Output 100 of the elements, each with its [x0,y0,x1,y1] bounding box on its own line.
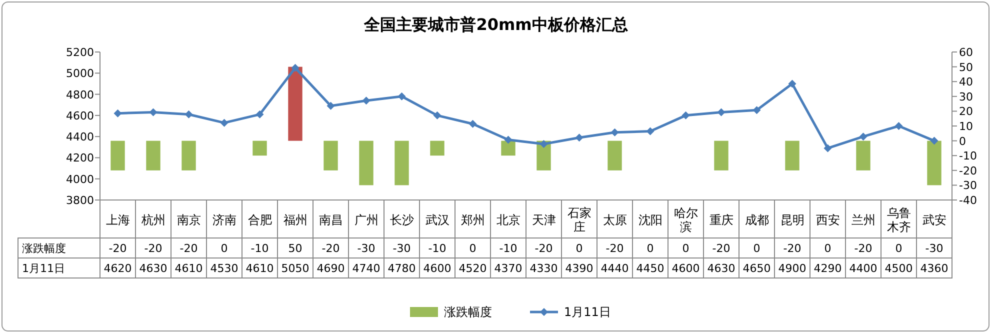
data-label: 4520 [458,262,487,275]
point [184,110,193,118]
point [398,92,406,100]
data-label: 0 [895,242,902,255]
y2-tick-label: 0 [959,134,966,148]
x-tick-label: 合肥 [248,213,272,227]
x-tick-label: 北京 [496,213,520,227]
x-tick-label: 兰州 [851,213,876,227]
data-label: 0 [753,242,760,255]
point [788,80,796,88]
point [504,136,512,144]
y2-tick-label: -30 [959,179,977,192]
x-tick-label: 重庆 [709,213,734,227]
y-tick-label: 4600 [66,109,94,122]
y-tick-label: 4200 [66,152,94,165]
point [717,108,726,116]
x-tick-label: 福州 [283,213,308,227]
data-label: 0 [220,242,228,255]
point [362,96,370,105]
data-label: 4360 [920,262,948,275]
point [646,127,654,136]
point [575,134,584,142]
x-tick-label: 杭州 [140,213,166,227]
data-label: -20 [712,242,730,255]
legend-label: 1月11日 [564,305,611,319]
y2-tick-label: 10 [959,120,973,133]
data-label: -20 [108,242,127,255]
point [930,136,938,145]
data-label: 4780 [388,262,416,275]
data-label: 50 [288,242,302,255]
point [540,140,548,148]
data-label: 0 [824,242,832,255]
point [149,108,158,116]
point [859,132,868,141]
data-label: -10 [428,242,446,255]
x-tick-label: 长沙 [390,213,414,227]
data-label: -20 [534,242,553,255]
data-label: -30 [392,242,411,255]
data-label: -30 [925,242,944,255]
data-label: 4740 [352,262,380,275]
data-label: -20 [854,242,872,255]
data-label: -10 [499,242,518,255]
data-label: -30 [357,242,376,255]
data-label: -10 [250,242,269,255]
data-label: 4330 [530,262,558,275]
data-label: -20 [606,242,624,255]
data-label: 4610 [174,262,203,275]
point [433,111,442,120]
text: 1月11日 [22,262,65,275]
data-label: 4650 [742,262,771,275]
y-tick-label: 4000 [66,172,94,186]
data-label: 4620 [104,262,132,275]
y2-tick-label: -20 [959,164,977,178]
y-tick-label: 3800 [66,194,94,207]
data-label: -20 [180,242,198,255]
data-label: 4500 [884,262,913,275]
point [752,106,761,114]
data-label: 4610 [246,262,274,275]
y2-tick-label: -40 [959,194,977,207]
data-label: 4450 [636,262,664,275]
y-tick-label: 4400 [66,130,94,144]
data-label: 4290 [814,262,842,275]
data-label: -20 [144,242,162,255]
data-label: 4400 [849,262,878,275]
y-tick-label: 5200 [66,46,94,59]
y2-tick-label: 60 [959,46,973,59]
x-tick-label: 石家庄 [567,206,592,234]
point [682,111,690,120]
x-tick-label: 太原 [602,213,627,227]
y2-tick-label: 20 [959,105,973,118]
x-tick-label: 济南 [212,213,236,227]
x-tick-label: 郑州 [460,213,485,227]
data-label: 0 [682,242,690,255]
data-label: 4630 [139,262,168,275]
y2-tick-label: 50 [959,60,973,74]
point [256,110,264,118]
data-label: 4440 [600,262,629,275]
x-tick-label: 乌鲁木齐 [886,206,911,234]
data-label: 4530 [210,262,238,275]
x-tick-label: 广州 [354,213,378,227]
point [894,122,903,130]
x-tick-label: 天津 [532,213,556,227]
data-label: 4600 [672,262,700,275]
legend-label: 涨跌幅度 [444,305,492,319]
point [291,64,300,72]
data-label: 4370 [494,262,522,275]
y2-tick-label: -10 [959,150,977,163]
x-tick-label: 西安 [816,213,840,227]
data-label: 0 [646,242,654,255]
data-label: 4600 [423,262,452,275]
x-tick-label: 成都 [744,213,769,227]
point [326,102,335,110]
data-label: -20 [322,242,340,255]
data-label: -20 [783,242,802,255]
data-label: 4690 [316,262,345,275]
point [220,118,228,127]
x-tick-label: 上海 [106,213,130,227]
x-tick-label: 沈阳 [638,213,662,227]
point [610,128,619,136]
y-tick-label: 4800 [66,88,94,102]
